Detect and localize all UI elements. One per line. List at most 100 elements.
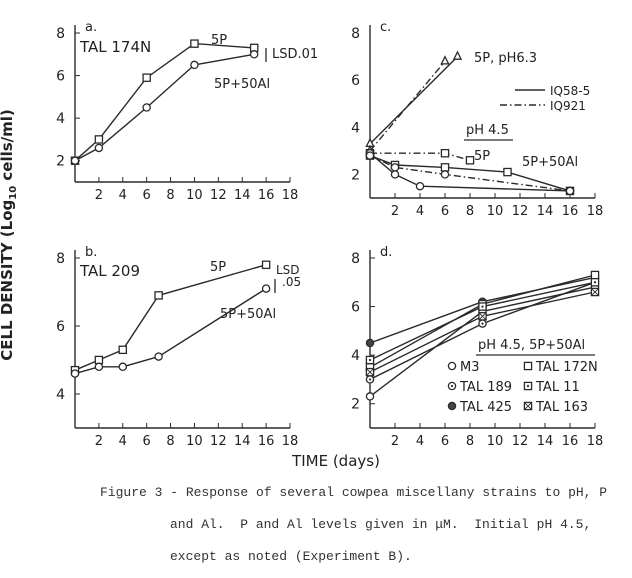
series-5p-ph6-3 [365,55,450,155]
data-point [118,345,128,355]
series-label-5p: 5P [210,260,226,275]
y-tick-label: 8 [56,26,65,42]
group-label-5p-50al: 5P+50Al [522,155,578,170]
panel-label: a. [85,20,97,35]
x-axis-title: TIME (days) [291,452,380,470]
series-5p-50al [70,50,259,165]
y-tick-label: 4 [351,348,360,364]
y-tick-label: 6 [56,69,65,85]
x-tick-label: 12 [512,204,529,219]
data-point [390,163,400,172]
legend-label: TAL 189 [459,380,512,395]
x-tick-label: 16 [258,434,275,449]
group-label-5p-ph63: 5P, pH6.3 [474,51,537,66]
series-line [74,288,267,375]
series-5p-50al [365,151,575,196]
series-line [369,154,571,192]
legend-label-iq921: IQ921 [550,99,586,113]
series-tal-163 [365,287,600,377]
data-point [142,73,151,82]
y-tick-label: 4 [351,120,360,136]
data-point [365,151,375,160]
x-tick-label: 14 [234,188,251,203]
x-tick-label: 16 [562,434,579,449]
x-tick-label: 6 [441,204,449,219]
data-point [94,362,104,372]
data-point-cross [478,312,487,321]
series-line [369,60,446,152]
chart-panel-3: 2 4 6 8 10 12 14 16 18 2 4 6 8 c. 5P, pH6.3 pH 4.5 5P 5P+… [351,20,603,219]
x-tick-label: 16 [562,204,579,219]
series-label-5p: 5P [211,33,227,48]
data-point [94,355,104,365]
y-tick-label: 6 [56,319,65,335]
data-point-cross [591,288,599,296]
legend-label: TAL 11 [535,380,580,395]
data-point [440,148,450,158]
x-tick-label: 14 [537,204,554,219]
chart-panel-4: 2 4 6 8 10 12 14 16 18 2 4 6 8 d. pH 4.5, 5P+50Al M3 TAL… [351,245,603,449]
x-tick-label: 4 [119,434,127,449]
x-tick-label: 2 [391,204,399,219]
x-tick-label: 4 [416,204,424,219]
figure-caption-line-1: Figure 3 - Response of several cowpea mi… [100,485,608,500]
panel-title: TAL 209 [79,262,140,280]
y-tick-label: 2 [351,167,360,183]
x-tick-label: 10 [186,188,203,203]
panel-title: TAL 174N [79,38,151,56]
y-tick-label: 8 [56,251,65,267]
legend-marker [523,361,533,371]
x-tick-label: 4 [416,434,424,449]
data-point [249,50,259,59]
x-tick-label: 12 [210,434,227,449]
x-tick-label: 12 [210,188,227,203]
x-tick-label: 2 [391,434,399,449]
data-point [261,284,271,293]
x-tick-label: 10 [487,434,504,449]
x-tick-label: 6 [441,434,449,449]
x-tick-label: 6 [143,434,151,449]
x-tick-label: 18 [587,434,604,449]
data-point [465,156,475,165]
y-axis-title-subscript: 10 [8,186,19,200]
legend-label: M3 [460,360,480,375]
series-5p-ph6-3 [365,50,463,148]
y-axis-title-main: CELL DENSITY (Log [0,200,16,361]
y-tick-label: 6 [351,300,360,316]
x-tick-label: 14 [234,434,251,449]
data-point [154,291,163,300]
x-tick-label: 18 [282,434,299,449]
panel-title: pH 4.5, 5P+50Al [478,338,585,353]
x-tick-label: 4 [119,188,127,203]
series-5p [365,148,475,165]
data-point [415,181,425,191]
data-point-dot [481,305,484,308]
y-axis-title: CELL DENSITY (Log10 cells/ml) [0,109,19,361]
series-5p-50al [70,284,271,378]
data-point [452,50,463,60]
data-point [365,392,375,401]
x-tick-label: 8 [466,204,474,219]
data-point [190,39,199,48]
lsd-label: LSD.01 [272,47,318,62]
y-tick-label: 2 [56,154,65,170]
y-tick-label: 8 [351,251,360,267]
data-point [503,167,512,177]
x-tick-label: 8 [166,434,174,449]
series-line [369,56,458,145]
figure-caption-line-3: except as noted (Experiment B). [170,549,412,564]
x-tick-label: 10 [186,434,203,449]
legend-label-iq58-5: IQ58-5 [550,84,590,98]
panel-label: b. [85,245,97,260]
panel-label: c. [380,20,391,35]
y-axis-title-unit: cells/ml) [0,109,16,186]
panel-label: d. [380,245,392,260]
lsd-value: .05 [282,275,301,289]
data-point-dot [368,378,372,381]
x-tick-label: 8 [466,434,474,449]
data-point [261,260,271,270]
y-tick-label: 2 [351,397,360,413]
data-point [154,352,163,361]
